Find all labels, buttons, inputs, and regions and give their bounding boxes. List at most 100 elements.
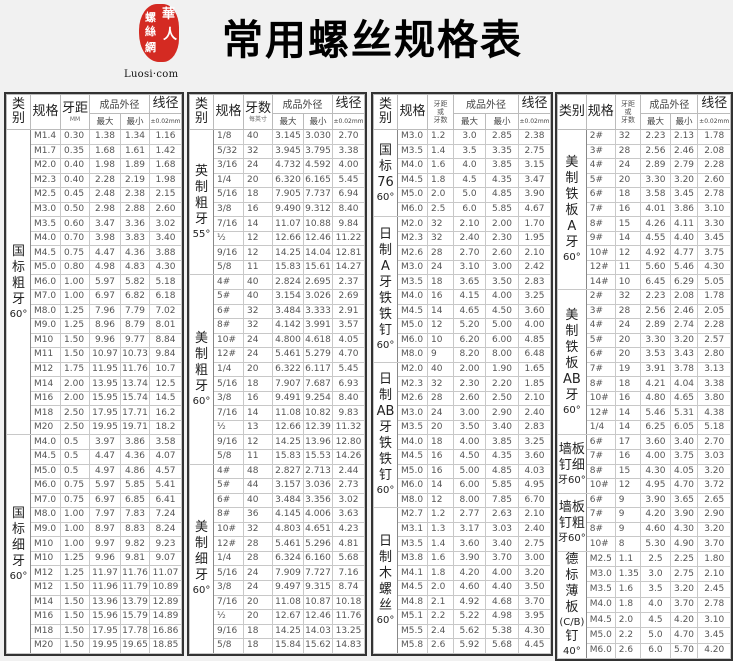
min-diameter-cell: 2.46 <box>669 303 699 320</box>
category-label-part: 铁 <box>378 291 392 307</box>
max-diameter-cell: 19.95 <box>89 419 121 436</box>
max-diameter-cell: 5.461 <box>272 347 304 363</box>
wire-diameter-cell: 3.13 <box>697 361 731 378</box>
wire-diameter-cell: 2.40 <box>518 521 551 538</box>
wire-diameter-cell: 2.57 <box>697 332 731 349</box>
min-diameter-cell: 10.73 <box>120 347 150 363</box>
category-label-part: 粗 <box>194 195 208 211</box>
min-header: 最小 <box>669 112 699 131</box>
pitch-header: 牙距 <box>433 100 448 108</box>
table-row: 美制铁板 AB 牙 60° 2# 32 2.23 2.08 1.78 <box>557 289 731 436</box>
category-label-part: 制 <box>378 388 392 404</box>
max-diameter-cell: 14.25 <box>272 245 304 261</box>
spec-cell: M5.1 <box>397 609 428 625</box>
min-diameter-cell: 15.61 <box>303 259 333 276</box>
category-label-part: AB <box>562 371 581 387</box>
pitch-cell: 18 <box>427 274 454 291</box>
max-diameter-cell: 15.83 <box>272 449 304 465</box>
min-diameter-cell: 3.85 <box>485 158 519 174</box>
max-diameter-cell: 3.50 <box>453 419 486 436</box>
category-label: 德标薄板 (C/B) 钉 40° <box>557 550 587 659</box>
max-diameter-cell: 5.22 <box>453 609 486 625</box>
wire-diameter-cell: 3.02 <box>149 216 182 232</box>
table-row: 美制铁板 A 牙 60° 2# 32 2.23 2.13 1.78 <box>557 128 731 291</box>
max-diameter-cell: 3.154 <box>272 289 304 305</box>
spec-cell: M20 <box>30 419 61 436</box>
min-diameter-cell: 3.356 <box>303 492 333 509</box>
category-label-part: 板 <box>565 599 579 615</box>
pitch-cell: 32 <box>427 216 454 232</box>
category-label-part: 60° <box>563 404 581 416</box>
min-diameter-cell: 5.296 <box>303 536 333 552</box>
spec-cell: M2.5 <box>585 550 616 568</box>
category-label-part: 制 <box>378 549 392 565</box>
pitch-cell: 2.00 <box>60 376 90 392</box>
table-row: 7# 16 4.00 3.75 3.03 <box>558 449 731 465</box>
table-row: 12# 24 5.461 5.279 4.70 <box>190 347 365 363</box>
pitch-cell: 16 <box>427 463 454 480</box>
category-label-part: 制 <box>565 323 579 339</box>
wire-diameter-cell: 4.20 <box>697 642 731 659</box>
spec-cell: M3.8 <box>397 550 428 567</box>
wire-diameter-cell: 1.65 <box>518 361 551 378</box>
pitch-cell: 9 <box>614 507 642 523</box>
min-diameter-cell: 4.40 <box>669 230 699 247</box>
max-diameter-cell: 4.47 <box>89 245 121 261</box>
max-diameter-cell: 17.95 <box>89 623 121 640</box>
table-row: M5.0 16 5.00 4.85 4.03 <box>374 463 551 480</box>
max-diameter-cell: 3.17 <box>453 521 486 538</box>
pitch-cell: 16 <box>427 289 454 305</box>
spec-header: 规格 <box>30 94 61 130</box>
pitch-cell: 20 <box>614 172 642 189</box>
min-diameter-cell: 3.40 <box>485 536 519 552</box>
spec-cell: M5.5 <box>397 623 428 640</box>
min-diameter-cell: 2.38 <box>120 187 150 203</box>
wire-diameter-cell: 4.23 <box>332 521 365 538</box>
pitch-cell: 11 <box>243 449 273 465</box>
max-diameter-cell: 4.65 <box>453 303 486 320</box>
category-label-part: 国 <box>11 243 25 259</box>
max-diameter-cell: 8.97 <box>89 521 121 538</box>
category-label: 日制 A 牙铁铁钉 60° <box>373 216 398 363</box>
pitch-cell: 18 <box>614 376 642 392</box>
min-diameter-cell: 4.86 <box>120 463 150 480</box>
min-diameter-cell: 4.04 <box>669 376 699 392</box>
category-label-part: 标 <box>11 259 25 275</box>
pitch-cell: 9 <box>427 347 454 363</box>
min-diameter-cell: 3.036 <box>303 478 333 494</box>
pitch-header-or: 或 <box>437 108 444 116</box>
min-diameter-cell: 4.651 <box>303 521 333 538</box>
max-diameter-cell: 5.30 <box>640 536 671 552</box>
max-header: 最大 <box>453 112 486 131</box>
max-diameter-cell: 6.97 <box>89 492 121 509</box>
table-row: 10# 8 5.30 4.90 3.70 <box>558 536 731 552</box>
max-diameter-cell: 5.20 <box>453 318 486 334</box>
wire-diameter-cell: 2.75 <box>518 143 551 160</box>
pitch-cell: 1.6 <box>427 158 454 174</box>
pitch-header-sub: 牙数 <box>433 116 448 124</box>
wire-diameter-cell: 3.40 <box>149 230 182 247</box>
min-diameter-cell: 3.45 <box>669 187 699 203</box>
wire-diameter-cell: 4.30 <box>697 259 731 276</box>
max-diameter-cell: 2.89 <box>640 318 671 334</box>
max-diameter-cell: 4.97 <box>89 463 121 480</box>
spec-cell: M3.5 <box>397 274 428 291</box>
table-row: ½ 13 12.66 12.39 11.32 <box>190 419 365 436</box>
spec-cell: M3.0 <box>585 566 616 583</box>
wire-diameter-cell: 2.60 <box>149 201 182 218</box>
pitch-cell: 16 <box>614 201 642 218</box>
spec-cell: 7# <box>585 449 616 465</box>
pitch-cell: 32 <box>427 376 454 392</box>
max-diameter-cell: 7.905 <box>272 187 304 203</box>
min-diameter-cell: 8.83 <box>120 521 150 538</box>
spec-cell: M10 <box>30 332 61 349</box>
wire-diameter-cell: 12.81 <box>332 245 365 261</box>
spec-cell: M4.1 <box>397 565 428 581</box>
spec-cell: 10# <box>585 478 616 494</box>
page-title: 常用螺丝规格表 <box>222 16 523 64</box>
table-row: M3.0 24 3.10 3.00 2.42 <box>374 259 551 276</box>
min-diameter-cell: 7.79 <box>120 303 150 320</box>
category-label-part: 牙 <box>194 379 208 395</box>
pitch-cell: 0.80 <box>60 259 90 276</box>
max-diameter-cell: 6.324 <box>272 550 304 567</box>
